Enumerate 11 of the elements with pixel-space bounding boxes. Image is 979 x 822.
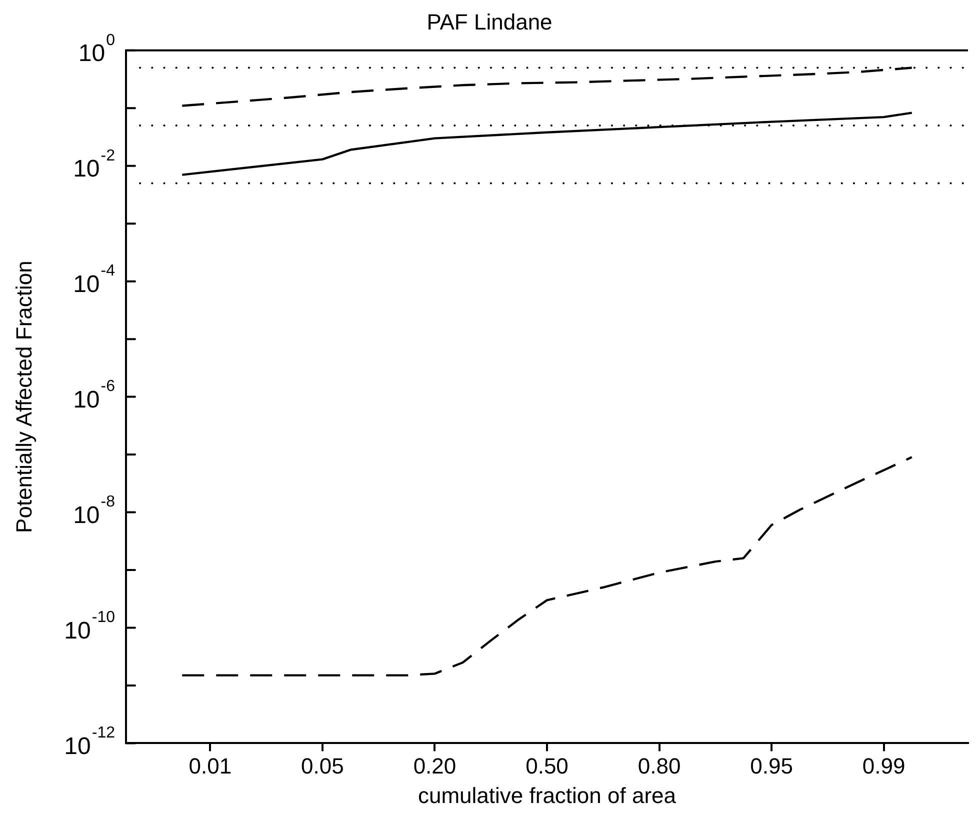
x-tick-label: 0.50 (526, 753, 568, 778)
x-axis-title: cumulative fraction of area (418, 782, 677, 808)
x-tick-label: 0.99 (862, 753, 906, 778)
x-tick-label: 0.95 (750, 753, 793, 778)
x-tick-label: 0.01 (188, 753, 232, 778)
line-series (181, 456, 913, 676)
y-axis-title: Potentially Affected Fraction (11, 260, 36, 533)
x-tick-label: 0.80 (638, 753, 681, 778)
x-tick-label: 0.05 (301, 753, 344, 778)
x-tick-label: 0.20 (413, 753, 456, 778)
chart-title: PAF Lindane (426, 9, 552, 34)
